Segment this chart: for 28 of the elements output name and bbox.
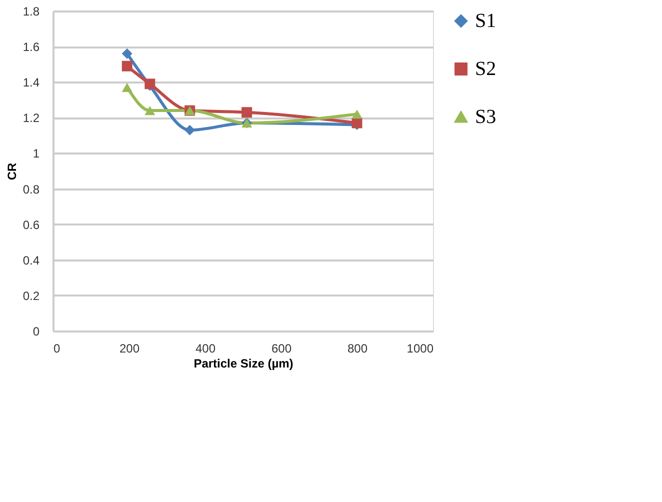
x-axis-title: Particle Size (µm) bbox=[194, 356, 294, 370]
point bbox=[122, 82, 132, 92]
y-tick-label: 0.4 bbox=[22, 253, 40, 268]
point bbox=[184, 124, 196, 136]
y-tick-label: 1.6 bbox=[22, 40, 40, 54]
y-tick-label: 0.6 bbox=[22, 218, 40, 232]
legend-label: S3 bbox=[475, 106, 496, 128]
point bbox=[242, 107, 252, 118]
y-axis-title: CR bbox=[4, 162, 19, 180]
x-tick-label: 800 bbox=[347, 342, 368, 356]
x-tick-label: 1000 bbox=[406, 342, 434, 356]
y-tick-label: 1.2 bbox=[22, 111, 40, 126]
y-tick-label: 0 bbox=[32, 324, 40, 338]
legend-label: S1 bbox=[475, 10, 496, 32]
x-tick-label: 400 bbox=[195, 342, 216, 356]
point bbox=[122, 60, 132, 72]
point bbox=[122, 48, 132, 59]
point bbox=[144, 106, 156, 116]
y-tick-label: 0.2 bbox=[22, 288, 40, 303]
x-tick-label: 200 bbox=[119, 342, 140, 356]
y-tick-label: 0.8 bbox=[22, 182, 40, 196]
x-tick-label: 0 bbox=[54, 342, 60, 356]
y-tick-label: 1.8 bbox=[22, 4, 40, 18]
legend-label: S2 bbox=[475, 58, 496, 80]
point bbox=[352, 110, 362, 119]
x-tick-label: 600 bbox=[271, 342, 292, 356]
y-tick-label: 1 bbox=[32, 146, 40, 161]
y-tick-label: 1.4 bbox=[22, 76, 40, 90]
